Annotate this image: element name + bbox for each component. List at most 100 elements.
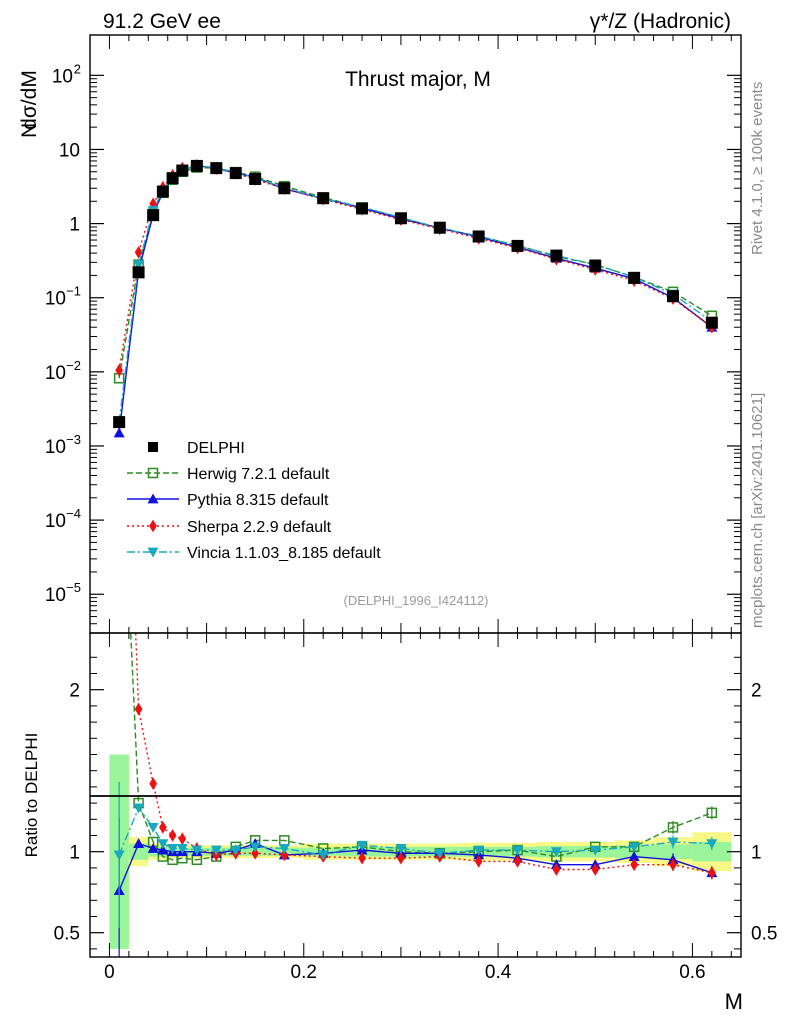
ratio-point xyxy=(708,866,716,880)
ratio-y-tick-label: 2 xyxy=(69,681,80,702)
ratio-series-sherpa xyxy=(134,633,716,880)
legend-marker xyxy=(148,442,158,452)
legend: DELPHI Herwig 7.2.1 default Pythia 8.315 d… xyxy=(127,440,381,562)
ratio-point xyxy=(669,858,677,871)
ratio-point xyxy=(474,855,483,868)
ratio-point xyxy=(628,851,640,861)
data-point xyxy=(628,271,641,284)
ratio-series-vincia xyxy=(113,782,718,928)
data-point xyxy=(229,167,242,180)
ratio-band-inner xyxy=(653,844,693,859)
ratio-point xyxy=(133,838,145,848)
data-point xyxy=(147,209,160,222)
ratio-y-label: Ratio to DELPHI xyxy=(22,733,41,858)
legend-label: Herwig 7.2.1 default xyxy=(187,466,330,483)
ratio-line xyxy=(130,633,713,861)
y-tick-exponent: −3 xyxy=(66,432,81,447)
ratio-point xyxy=(628,842,640,853)
ratio-point xyxy=(358,851,366,865)
ratio-point xyxy=(552,863,561,876)
series-point xyxy=(115,363,123,377)
ratio-point xyxy=(397,851,405,865)
ratio-panel: 0.5 0.5 1 1 2 2 0 0.2 0.4 0.6 Ratio to DELPHI M xyxy=(22,632,777,1014)
y-tick-exponent: −1 xyxy=(66,284,81,299)
y-tick-exponent: −4 xyxy=(66,506,81,521)
x-axis-label: M xyxy=(725,989,743,1014)
data-point xyxy=(550,249,563,262)
energy-label: 91.2 GeV ee xyxy=(103,10,221,33)
ratio-band-inner xyxy=(692,841,732,862)
ratio-point xyxy=(550,847,562,858)
ratio-point xyxy=(210,845,222,856)
data-point xyxy=(666,290,679,303)
ratio-point xyxy=(133,803,145,814)
ratio-point xyxy=(589,845,601,856)
ratio-point xyxy=(706,839,718,850)
legend-label: Pythia 8.315 default xyxy=(187,492,329,509)
data-point xyxy=(210,162,223,175)
data-point xyxy=(132,266,145,279)
ratio-point xyxy=(251,846,260,860)
ratio-point xyxy=(167,844,179,854)
ratio-point xyxy=(278,844,290,854)
process-label: γ*/Z (Hadronic) xyxy=(590,10,731,33)
ratio-point xyxy=(176,844,188,854)
legend-label: Vincia 1.1.03_8.185 default xyxy=(187,545,381,562)
series-point xyxy=(113,427,125,438)
ratio-point xyxy=(157,839,169,850)
legend-label: Sherpa 2.2.9 default xyxy=(187,519,332,536)
ratio-point xyxy=(473,845,485,856)
data-point xyxy=(356,202,369,215)
y-tick-label: 10 xyxy=(45,437,66,458)
legend-item-vincia: Vincia 1.1.03_8.185 default xyxy=(127,545,381,562)
data-point xyxy=(249,172,262,185)
ratio-point xyxy=(356,840,368,851)
ratio-point xyxy=(149,777,158,790)
ratio-point xyxy=(191,845,203,856)
data-point xyxy=(472,230,485,243)
data-point xyxy=(394,212,407,225)
legend-item-herwig: Herwig 7.2.1 default xyxy=(127,466,330,483)
ratio-point xyxy=(147,842,159,853)
ratio-point xyxy=(249,842,261,853)
rivet-version: Rivet 4.1.0, ≥ 100k events xyxy=(749,82,766,255)
ratio-point xyxy=(134,702,143,716)
ratio-line xyxy=(118,842,713,891)
legend-item-sherpa: Sherpa 2.2.9 default xyxy=(127,519,332,536)
data-point xyxy=(511,239,524,252)
ratio-point xyxy=(513,855,522,868)
ratio-point xyxy=(317,850,329,861)
data-point xyxy=(278,182,291,195)
y-tick-exponent: −5 xyxy=(66,580,81,595)
ratio-point xyxy=(230,845,242,856)
series-data xyxy=(113,159,718,429)
ratio-y-tick-label-right: 0.5 xyxy=(751,924,777,945)
y-tick-label: 10 xyxy=(45,289,66,310)
legend-marker xyxy=(147,493,159,504)
ratio-y-tick-label-right: 1 xyxy=(751,843,762,864)
y-tick-exponent: 2 xyxy=(74,61,81,76)
ratio-point xyxy=(667,837,679,848)
data-point xyxy=(176,164,189,177)
data-point xyxy=(166,172,179,185)
y-tick-label: 10 xyxy=(45,511,66,532)
ratio-line xyxy=(118,806,712,856)
ratio-point xyxy=(434,848,446,859)
data-point xyxy=(156,185,169,198)
legend-item-pythia: Pythia 8.315 default xyxy=(127,492,329,509)
legend-marker xyxy=(147,467,159,479)
ratio-point xyxy=(147,823,159,833)
ratio-y-tick-label: 1 xyxy=(69,843,80,864)
data-point xyxy=(589,259,602,272)
data-point xyxy=(113,416,126,429)
mcplots-credit: mcplots.cern.ch [arXiv:2401.10621] xyxy=(749,393,766,628)
ratio-frame xyxy=(89,632,742,958)
x-tick-label: 0.6 xyxy=(679,962,705,983)
data-point xyxy=(433,221,446,234)
x-tick-label: 0 xyxy=(104,962,115,983)
ratio-point xyxy=(512,845,524,856)
ratio-point xyxy=(280,848,289,862)
y-tick-label: 10 xyxy=(45,585,66,606)
